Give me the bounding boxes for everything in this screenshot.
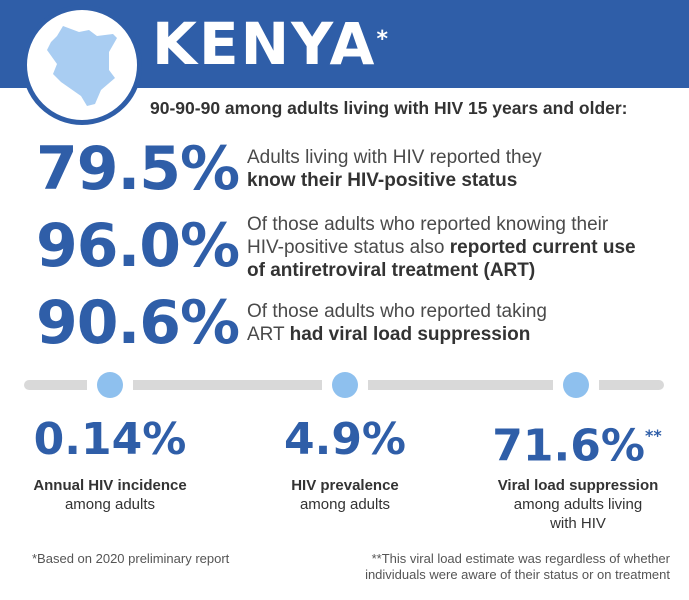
- stat-label-vls: Viral load suppression among adults livi…: [478, 476, 678, 533]
- divider-dot: [332, 372, 358, 398]
- stat-label-vls-sub2: with HIV: [550, 515, 606, 532]
- target-desc-1: Adults living with HIV reported they kno…: [247, 146, 542, 192]
- stat-value-incidence: 0.14%: [33, 414, 187, 465]
- target-value-2: 96.0%: [36, 211, 240, 281]
- target-desc-3-bold: had viral load suppression: [289, 324, 531, 345]
- stat-label-prevalence-bold: HIV prevalence: [291, 477, 399, 494]
- target-desc-2-line1: Of those adults who reported knowing the…: [247, 214, 609, 235]
- map-badge: [22, 5, 142, 125]
- target-desc-2-bold: reported current use: [449, 237, 636, 258]
- subtitle: 90-90-90 among adults living with HIV 15…: [150, 98, 628, 118]
- stat-label-incidence-sub: among adults: [64, 496, 156, 513]
- title-asterisk: *: [376, 27, 388, 52]
- target-desc-3: Of those adults who reported taking ART …: [247, 300, 547, 346]
- stat-label-vls-sub: among adults living: [513, 496, 643, 513]
- stat-label-prevalence: HIV prevalence among adults: [245, 476, 445, 514]
- page-title: KENYA*: [152, 8, 388, 80]
- target-desc-3-line1: Of those adults who reported taking: [247, 301, 547, 322]
- target-desc-3-line2: ART: [247, 324, 290, 345]
- stat-value-vls: 71.6%**: [472, 414, 682, 473]
- stat-value-prevalence: 4.9%: [283, 414, 407, 465]
- stat-label-vls-bold: Viral load suppression: [497, 477, 659, 494]
- stat-label-incidence: Annual HIV incidence among adults: [10, 476, 210, 514]
- target-value-3: 90.6%: [36, 288, 240, 358]
- country-name: KENYA: [152, 10, 377, 78]
- footnote-right-line1: **This viral load estimate was regardles…: [371, 551, 670, 566]
- target-desc-2-line2: HIV-positive status also: [247, 237, 450, 258]
- divider-dot: [563, 372, 589, 398]
- stat-value-vls-marker: **: [644, 426, 662, 445]
- target-desc-1-bold: know their HIV-positive status: [247, 170, 518, 191]
- target-desc-2: Of those adults who reported knowing the…: [247, 213, 636, 282]
- stat-label-incidence-bold: Annual HIV incidence: [33, 477, 187, 494]
- footnote-right-line2: individuals were aware of their status o…: [365, 567, 670, 582]
- target-value-1: 79.5%: [36, 134, 240, 204]
- divider-dot: [97, 372, 123, 398]
- footnote-right: **This viral load estimate was regardles…: [340, 551, 670, 583]
- footnote-left: *Based on 2020 preliminary report: [32, 551, 230, 566]
- stat-label-prevalence-sub: among adults: [299, 496, 391, 513]
- stat-value-vls-number: 71.6%: [492, 420, 645, 472]
- kenya-map-icon: [47, 26, 117, 106]
- target-desc-2-bold-2: of antiretroviral treatment (ART): [247, 260, 536, 281]
- target-desc-1-line1: Adults living with HIV reported they: [247, 147, 542, 168]
